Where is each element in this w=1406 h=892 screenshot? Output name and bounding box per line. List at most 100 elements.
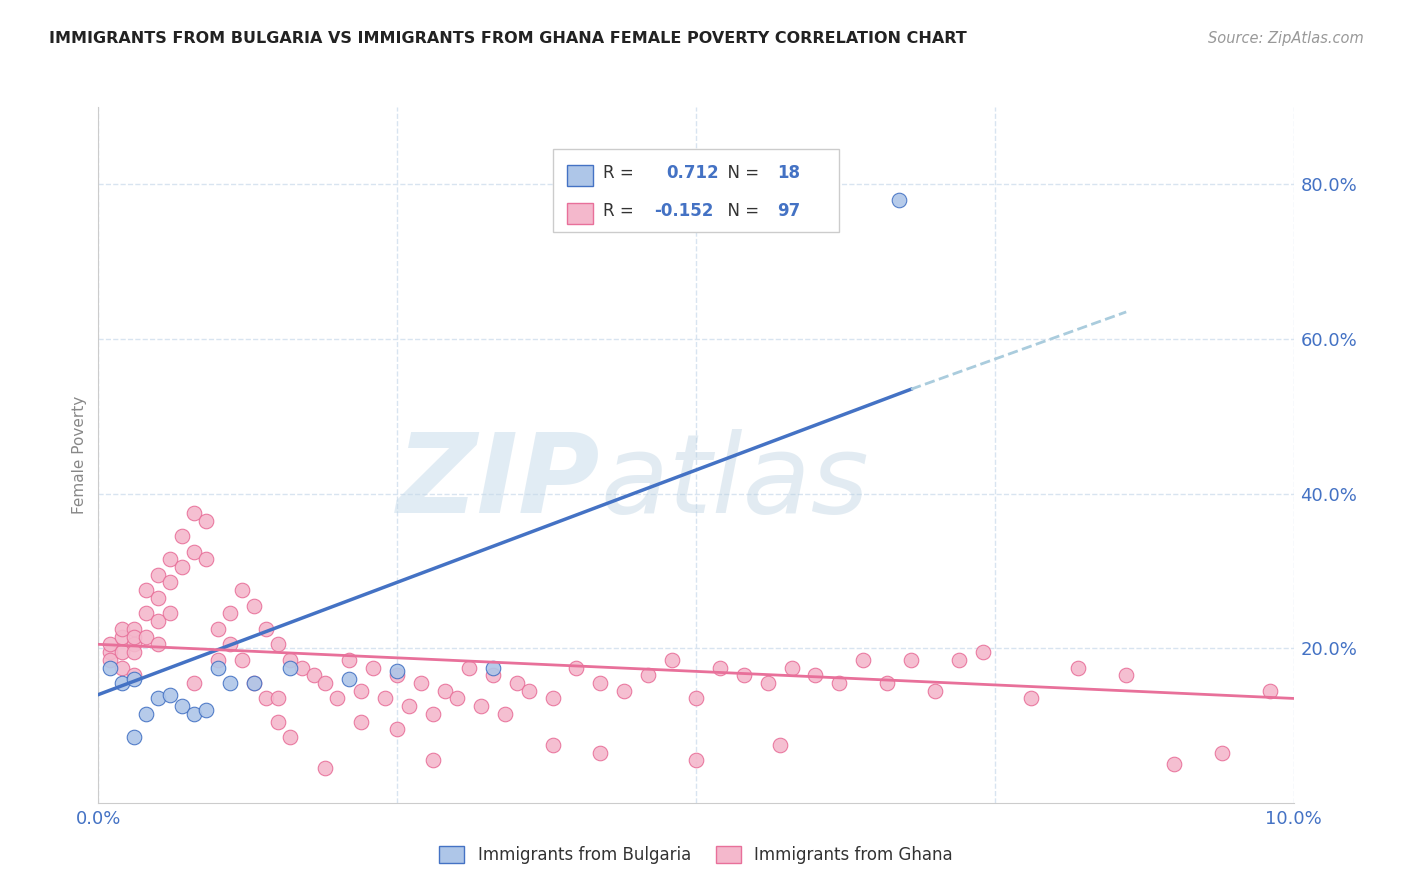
Text: -0.152: -0.152 <box>654 202 713 220</box>
Point <box>159 552 181 566</box>
Point <box>972 645 994 659</box>
Point <box>98 660 122 674</box>
Text: atlas: atlas <box>600 429 869 536</box>
Point <box>111 676 134 690</box>
Point <box>183 706 205 721</box>
Point <box>172 699 194 714</box>
Point <box>900 653 922 667</box>
Point <box>339 672 361 686</box>
Point <box>172 529 194 543</box>
Point <box>111 630 134 644</box>
Point <box>769 738 792 752</box>
Point <box>219 607 242 621</box>
Point <box>541 691 564 706</box>
Point <box>231 583 253 598</box>
Point <box>446 691 468 706</box>
Point <box>1258 683 1281 698</box>
Point <box>565 660 588 674</box>
Point <box>661 653 683 667</box>
Point <box>1163 757 1185 772</box>
Text: Source: ZipAtlas.com: Source: ZipAtlas.com <box>1208 31 1364 46</box>
Point <box>756 676 779 690</box>
Point <box>613 683 636 698</box>
Point <box>315 676 337 690</box>
Point <box>470 699 492 714</box>
FancyBboxPatch shape <box>553 149 839 232</box>
Point <box>159 575 181 590</box>
FancyBboxPatch shape <box>567 165 593 186</box>
Point <box>458 660 481 674</box>
Point <box>482 660 505 674</box>
Point <box>148 691 170 706</box>
Point <box>98 653 122 667</box>
Point <box>231 653 253 667</box>
Point <box>148 591 170 605</box>
Y-axis label: Female Poverty: Female Poverty <box>72 396 87 514</box>
Point <box>124 637 146 651</box>
Point <box>159 688 181 702</box>
Text: 97: 97 <box>778 202 800 220</box>
Point <box>148 567 170 582</box>
Point <box>948 653 970 667</box>
Point <box>876 676 898 690</box>
Point <box>124 622 146 636</box>
Point <box>685 691 707 706</box>
Point <box>219 637 242 651</box>
Point <box>148 614 170 628</box>
FancyBboxPatch shape <box>567 203 593 224</box>
Point <box>1211 746 1233 760</box>
Point <box>339 653 361 667</box>
Point <box>482 668 505 682</box>
Point <box>195 514 218 528</box>
Point <box>207 660 229 674</box>
Point <box>111 660 134 674</box>
Point <box>1115 668 1137 682</box>
Point <box>124 668 146 682</box>
Point <box>124 730 146 744</box>
Point <box>135 607 157 621</box>
Point <box>111 645 134 659</box>
Point <box>385 668 409 682</box>
Point <box>422 753 444 767</box>
Point <box>733 668 755 682</box>
Text: IMMIGRANTS FROM BULGARIA VS IMMIGRANTS FROM GHANA FEMALE POVERTY CORRELATION CHA: IMMIGRANTS FROM BULGARIA VS IMMIGRANTS F… <box>49 31 967 46</box>
Point <box>315 761 337 775</box>
Point <box>135 630 157 644</box>
Point <box>302 668 325 682</box>
Text: 0.712: 0.712 <box>666 164 718 182</box>
Point <box>243 599 266 613</box>
Point <box>135 706 157 721</box>
Point <box>411 676 433 690</box>
Point <box>254 691 277 706</box>
Point <box>124 672 146 686</box>
Point <box>267 714 290 729</box>
Point <box>267 637 290 651</box>
Point <box>278 730 301 744</box>
Point <box>385 665 409 679</box>
Point <box>1067 660 1090 674</box>
Point <box>385 723 409 737</box>
Legend: Immigrants from Bulgaria, Immigrants from Ghana: Immigrants from Bulgaria, Immigrants fro… <box>433 839 959 871</box>
Point <box>709 660 731 674</box>
Text: N =: N = <box>717 202 765 220</box>
Point <box>98 645 122 659</box>
Point <box>267 691 290 706</box>
Point <box>363 660 385 674</box>
Point <box>889 193 911 207</box>
Point <box>183 506 205 520</box>
Point <box>1019 691 1042 706</box>
Point <box>924 683 946 698</box>
Point <box>183 544 205 558</box>
Point <box>637 668 659 682</box>
Point <box>195 703 218 717</box>
Point <box>124 645 146 659</box>
Point <box>219 676 242 690</box>
Text: 18: 18 <box>778 164 800 182</box>
Point <box>159 607 181 621</box>
Point <box>374 691 396 706</box>
Point <box>506 676 529 690</box>
Text: ZIP: ZIP <box>396 429 600 536</box>
Point <box>124 630 146 644</box>
Point <box>278 660 301 674</box>
Point <box>422 706 444 721</box>
